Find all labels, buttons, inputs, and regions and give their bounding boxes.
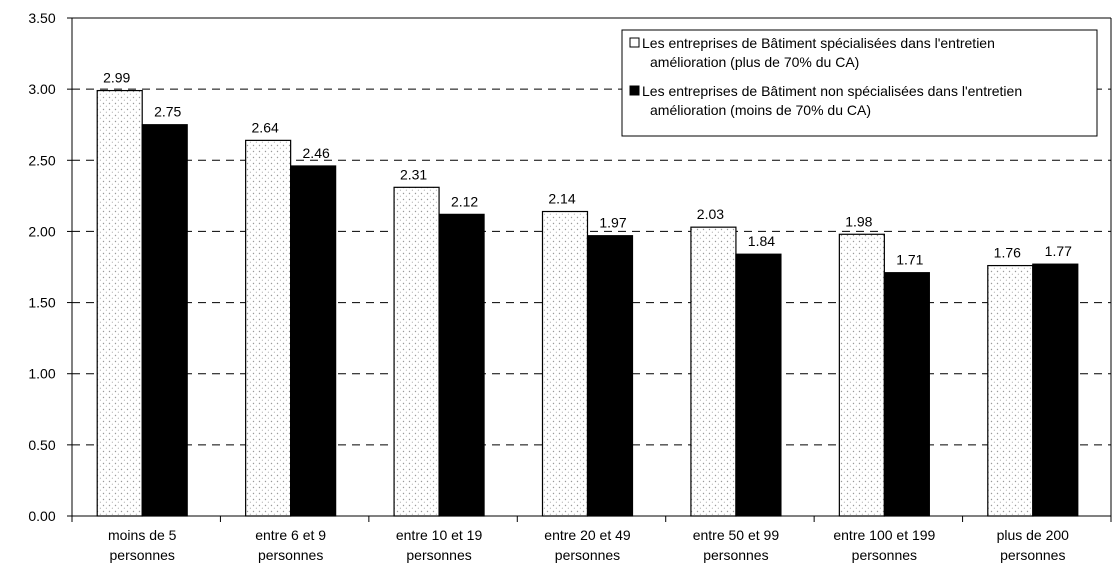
data-label: 2.12 xyxy=(451,193,478,209)
legend-swatch-series-2 xyxy=(629,85,640,96)
y-tick-label: 0.50 xyxy=(28,437,55,453)
x-tick-label: personnes xyxy=(852,547,917,563)
bar-series-2 xyxy=(883,272,930,517)
bar-series-2 xyxy=(586,235,634,517)
data-label: 1.71 xyxy=(896,252,923,268)
y-tick-label: 3.50 xyxy=(28,10,55,26)
y-tick-label: 1.00 xyxy=(28,366,55,382)
y-tick-label: 0.00 xyxy=(28,508,55,524)
data-label: 1.97 xyxy=(599,215,626,231)
bar-series-1 xyxy=(541,210,589,517)
x-tick-label: personnes xyxy=(703,547,768,563)
y-tick-label: 3.00 xyxy=(28,81,55,97)
bar-series-1 xyxy=(96,89,143,517)
bar-series-1 xyxy=(393,186,440,517)
legend-label-series-2: Les entreprises de Bâtiment non spéciali… xyxy=(642,83,1022,99)
bar-series-2 xyxy=(735,253,782,517)
data-label: 2.03 xyxy=(697,206,724,222)
legend-label-series-2: amélioration (moins de 70% du CA) xyxy=(650,102,871,118)
data-label: 2.14 xyxy=(548,191,575,207)
data-label: 2.46 xyxy=(303,145,330,161)
bar-series-1 xyxy=(690,226,737,517)
x-tick-label: entre 50 et 99 xyxy=(693,527,780,543)
bar-series-2 xyxy=(1032,263,1079,517)
x-tick-label: personnes xyxy=(258,547,323,563)
axes: 0.00 0.50 1.00 1.50 2.00 2.50 3.00 3.50 moins de… xyxy=(28,10,1112,563)
legend-box xyxy=(621,29,1098,137)
x-tick-label: entre 20 et 49 xyxy=(544,527,631,543)
bar-series-2 xyxy=(290,165,337,517)
bar-series-1 xyxy=(245,139,292,517)
x-tick-label: plus de 200 xyxy=(997,527,1070,543)
x-tick-label: entre 100 et 199 xyxy=(833,527,935,543)
x-tick-label: entre 6 et 9 xyxy=(255,527,326,543)
data-label: 2.64 xyxy=(252,119,279,135)
bar-series-2 xyxy=(438,213,485,517)
legend-label-series-1: Les entreprises de Bâtiment spécialisées… xyxy=(642,35,995,51)
y-tick-label: 2.50 xyxy=(28,152,55,168)
bars: 2.99 2.75 2.64 2.46 2.31 2.12 2.14 1.97 2.03 1.84… xyxy=(96,70,1079,517)
bar-series-1 xyxy=(987,264,1034,517)
legend: Les entreprises de Bâtiment spécialisées… xyxy=(621,29,1098,137)
data-label: 1.77 xyxy=(1045,243,1072,259)
legend-swatch-series-1 xyxy=(629,37,640,48)
x-tick-label: personnes xyxy=(555,547,620,563)
bar-series-1 xyxy=(838,233,885,517)
data-label: 2.99 xyxy=(103,70,130,86)
x-tick-label: personnes xyxy=(406,547,471,563)
legend-label-series-1: amélioration (plus de 70% du CA) xyxy=(650,54,859,70)
y-tick-label: 2.00 xyxy=(28,223,55,239)
x-tick-label: entre 10 et 19 xyxy=(396,527,483,543)
x-tick-label: personnes xyxy=(1000,547,1065,563)
data-label: 1.76 xyxy=(994,245,1021,261)
data-label: 2.75 xyxy=(154,104,181,120)
x-tick-label: moins de 5 xyxy=(108,527,177,543)
data-label: 1.84 xyxy=(748,233,775,249)
x-tick-label: personnes xyxy=(110,547,175,563)
y-tick-label: 1.50 xyxy=(28,295,55,311)
bar-series-2 xyxy=(141,124,188,517)
data-label: 2.31 xyxy=(400,166,427,182)
data-label: 1.98 xyxy=(845,213,872,229)
